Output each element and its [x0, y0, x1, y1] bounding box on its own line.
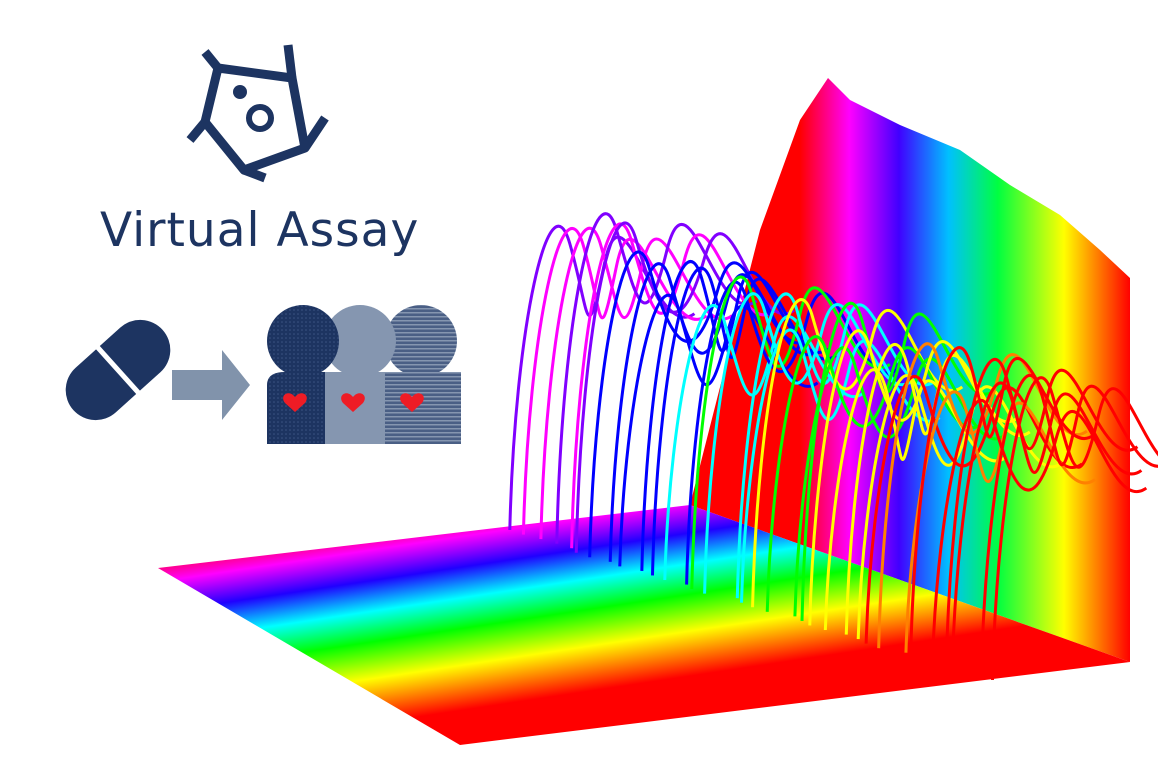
- population-icon: [267, 305, 461, 444]
- waterfall-floor: [158, 505, 1130, 745]
- app-title: Virtual Assay: [100, 203, 420, 258]
- trace-curve: [931, 399, 1148, 662]
- trace-curves: [508, 212, 1158, 681]
- trace-curve: [979, 374, 1158, 676]
- trace-curve: [650, 266, 837, 576]
- arrow-right-icon: [172, 350, 250, 420]
- trace-curve: [690, 275, 891, 590]
- trace-curve: [703, 292, 913, 594]
- trace-curve: [990, 376, 1158, 681]
- trace-curve: [864, 375, 1083, 644]
- trace-curve: [740, 328, 941, 603]
- heart-icon: [283, 393, 424, 412]
- trace-curve: [570, 222, 775, 549]
- trace-curve: [856, 374, 1063, 640]
- cell-logo-icon: [186, 44, 329, 183]
- trace-curve: [640, 260, 829, 571]
- trace-curve: [950, 381, 1143, 671]
- pill-icon: [65, 319, 171, 421]
- trace-curve: [539, 226, 734, 540]
- trace-curve: [877, 342, 1088, 649]
- trace-curve: [663, 304, 865, 581]
- trace-curve: [555, 212, 758, 544]
- trace-curve: [735, 292, 936, 599]
